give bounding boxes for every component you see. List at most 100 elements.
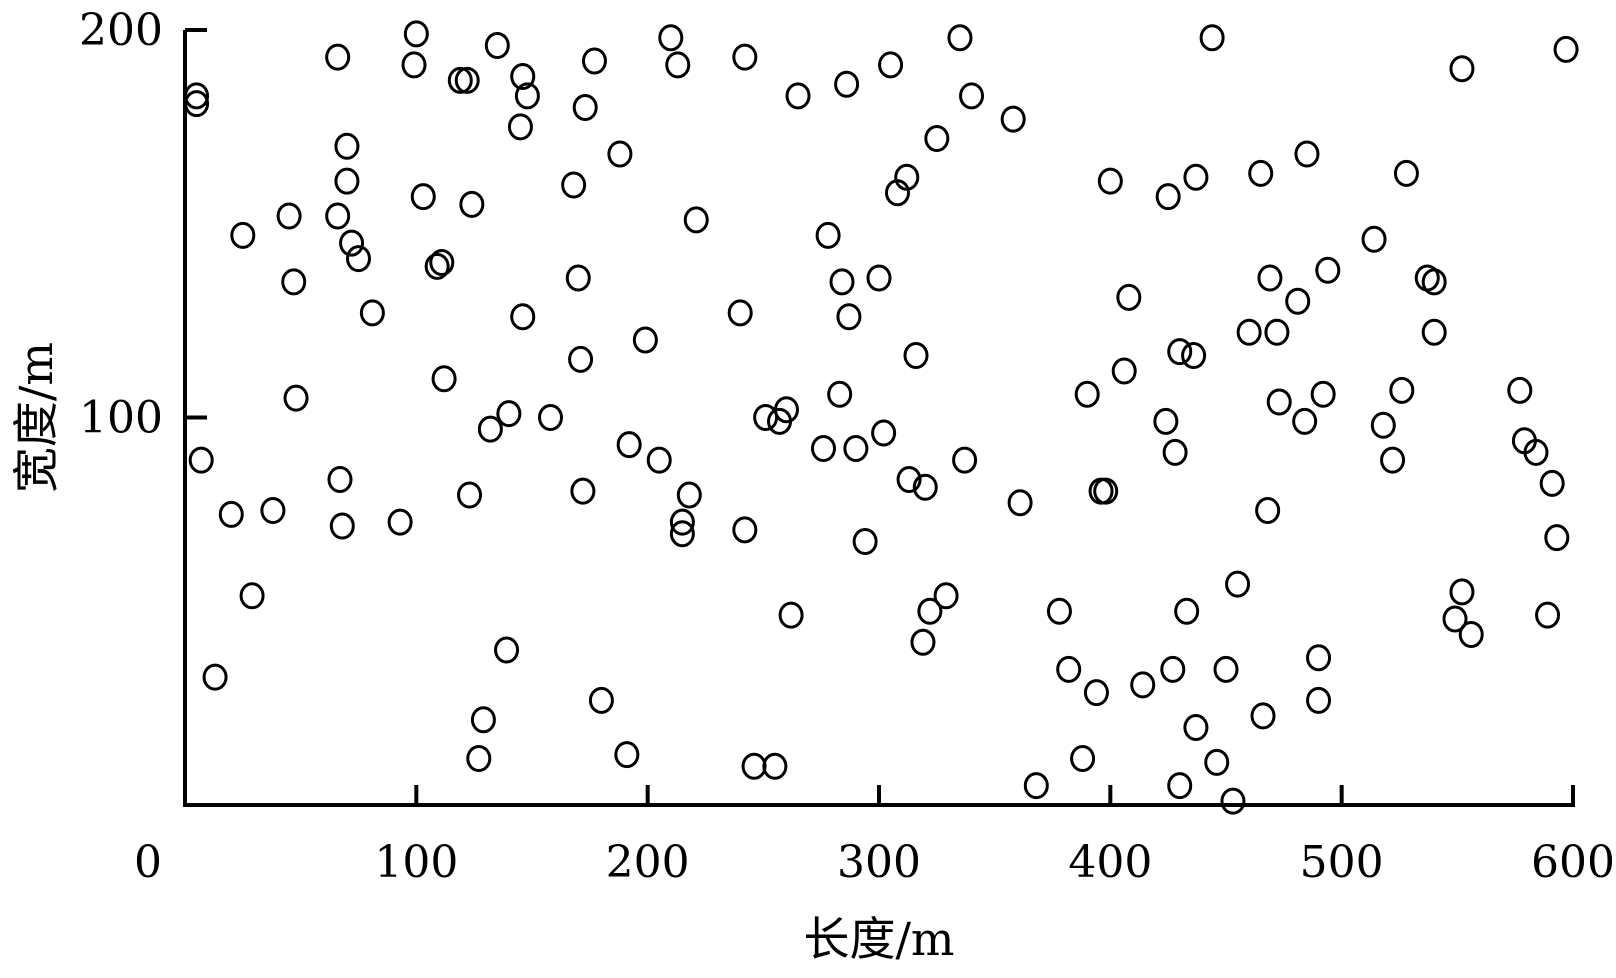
data-point	[457, 481, 483, 509]
data-point	[1370, 411, 1396, 439]
data-point	[568, 345, 594, 373]
data-point	[1160, 655, 1186, 683]
data-point	[1116, 283, 1142, 311]
data-point	[1236, 318, 1262, 346]
data-point	[570, 477, 596, 505]
data-point	[538, 404, 564, 431]
data-point	[1225, 570, 1251, 598]
data-point	[947, 24, 973, 52]
data-point	[454, 66, 480, 94]
data-point	[810, 435, 836, 462]
data-point	[507, 113, 533, 141]
data-point	[1535, 601, 1561, 629]
data-point	[815, 221, 841, 249]
data-point	[658, 24, 684, 52]
data-point	[1257, 264, 1283, 292]
data-point	[565, 264, 591, 292]
tick-labels: 0 100 200 300 400 500 600 100 200	[79, 5, 1615, 888]
data-point	[727, 299, 753, 327]
data-point	[933, 582, 959, 610]
data-point	[1155, 183, 1181, 211]
data-point	[1046, 597, 1072, 625]
data-point	[1153, 407, 1179, 435]
data-point	[346, 245, 371, 273]
data-point	[470, 706, 496, 734]
data-point	[1248, 159, 1274, 187]
data-point	[829, 268, 855, 296]
data-point	[917, 597, 943, 625]
data-point	[188, 446, 214, 474]
data-point	[1553, 35, 1579, 63]
data-point	[496, 400, 522, 428]
data-point	[514, 82, 540, 110]
data-point	[952, 446, 978, 474]
data-point	[732, 43, 758, 71]
data-point	[1183, 163, 1209, 191]
data-point	[588, 686, 614, 714]
y-tick-label: 100	[79, 393, 163, 444]
data-point	[325, 43, 351, 71]
data-point	[477, 415, 503, 443]
data-point	[276, 202, 302, 230]
data-point	[1167, 772, 1193, 800]
data-point	[325, 202, 351, 230]
data-point	[581, 47, 607, 75]
data-point	[1007, 489, 1033, 517]
data-point	[1507, 376, 1533, 404]
y-axis-title: 宽度/m	[9, 342, 63, 493]
data-point	[466, 745, 492, 772]
data-point	[834, 70, 860, 98]
data-point	[843, 435, 869, 462]
data-point	[773, 396, 799, 424]
data-point	[1255, 497, 1281, 524]
data-point	[387, 508, 413, 536]
data-point	[1162, 438, 1188, 466]
data-point	[753, 404, 779, 431]
data-point	[1070, 745, 1096, 772]
data-point	[903, 342, 929, 369]
data-point	[778, 601, 804, 629]
data-point	[1199, 24, 1225, 52]
data-point	[1174, 597, 1200, 625]
data-point	[484, 32, 510, 59]
data-point	[614, 741, 640, 769]
data-point	[924, 125, 950, 152]
data-point	[1523, 438, 1549, 466]
data-point	[510, 63, 536, 90]
data-point	[239, 582, 265, 610]
data-point	[1111, 357, 1137, 385]
data-point	[359, 299, 385, 327]
axes	[183, 30, 1575, 807]
data-point	[260, 497, 286, 524]
data-point	[646, 446, 672, 474]
data-point	[836, 303, 862, 331]
data-point	[827, 380, 853, 408]
data-point	[785, 82, 811, 110]
data-point	[572, 94, 598, 121]
data-point	[665, 51, 691, 79]
data-point	[494, 636, 520, 664]
data-point	[447, 66, 473, 94]
data-point	[1310, 380, 1336, 408]
data-point	[616, 431, 642, 459]
data-point	[429, 249, 455, 276]
data-point	[878, 51, 904, 79]
x-axis-title: 长度/m	[803, 912, 954, 966]
data-point	[1442, 605, 1468, 633]
data-point	[202, 663, 228, 691]
data-point	[896, 466, 922, 493]
data-point	[1292, 407, 1318, 435]
data-point	[607, 140, 633, 168]
data-point	[959, 82, 985, 110]
data-point	[1380, 446, 1406, 474]
data-point	[912, 473, 938, 501]
x-tick-label: 400	[1068, 837, 1152, 888]
data-point	[561, 171, 587, 199]
data-point	[410, 183, 436, 211]
data-point	[1083, 679, 1109, 707]
data-point	[1393, 159, 1419, 187]
data-point	[676, 481, 702, 509]
data-point	[762, 752, 788, 780]
data-point	[1361, 225, 1387, 253]
